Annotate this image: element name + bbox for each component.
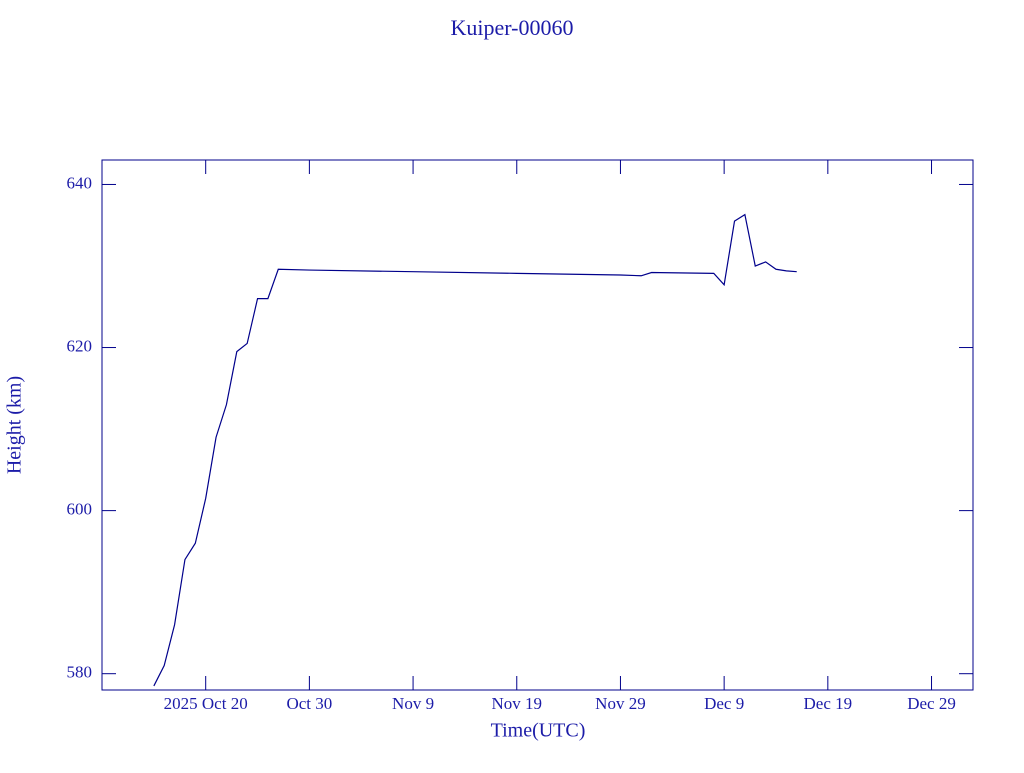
x-tick-label: Oct 30 [286, 694, 332, 713]
x-tick-label: 2025 Oct 20 [164, 694, 248, 713]
chart-title: Kuiper-00060 [451, 15, 574, 40]
y-tick-label: 620 [67, 336, 93, 355]
x-tick-label: Nov 29 [595, 694, 646, 713]
y-tick-label: 640 [67, 173, 93, 192]
x-tick-label: Dec 19 [804, 694, 853, 713]
x-tick-label: Nov 19 [491, 694, 542, 713]
x-axis-label: Time(UTC) [491, 720, 586, 742]
x-tick-label: Dec 29 [907, 694, 956, 713]
y-tick-label: 600 [67, 500, 93, 519]
data-line [153, 213, 797, 687]
x-tick-label: Dec 9 [704, 694, 744, 713]
y-axis-label: Height (km) [4, 376, 26, 474]
x-tick-label: Nov 9 [392, 694, 434, 713]
plot-frame [101, 159, 974, 691]
y-tick-label: 580 [67, 663, 93, 682]
